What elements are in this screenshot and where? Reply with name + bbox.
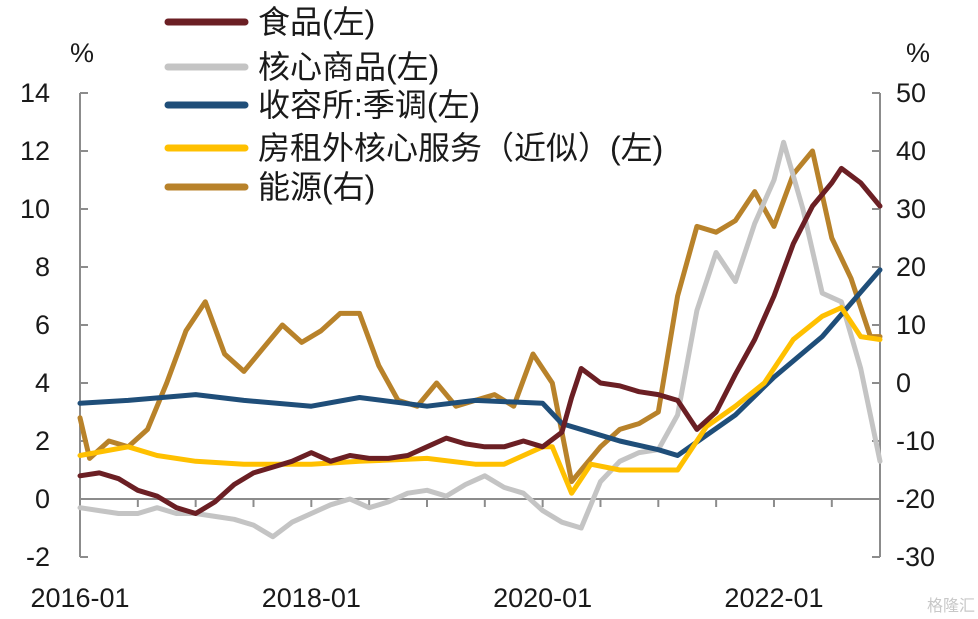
y-right-tick-label: 0 <box>896 368 911 398</box>
y-right-tick-label: 20 <box>896 252 926 282</box>
x-tick-label: 2016-01 <box>30 583 129 613</box>
legend-label-1: 核心商品(左) <box>258 49 439 85</box>
series-layer <box>77 139 883 540</box>
legend: 食品(左) 核心商品(左)收容所:季调(左) 房租外核心服务（近似）(左)能源(右) <box>164 4 663 205</box>
series-line-3 <box>77 305 883 496</box>
x-tick-label: 2018-01 <box>262 583 361 613</box>
x-tick-label: 2020-01 <box>493 583 592 613</box>
y-left-tick-label: 0 <box>35 484 50 514</box>
legend-label-3: 房租外核心服务（近似）(左) <box>258 130 663 166</box>
y-right-tick-label: -20 <box>896 484 935 514</box>
y-left-tick-label: 6 <box>35 310 50 340</box>
watermark: 格隆汇 <box>927 597 975 615</box>
watermark-text: 格隆汇 <box>927 597 975 615</box>
y-left-unit: % <box>70 38 94 68</box>
y-left-tick-label: 2 <box>35 426 50 456</box>
y-left-tick-label: 10 <box>20 194 50 224</box>
y-right-tick-label: 30 <box>896 194 926 224</box>
series-line-1 <box>77 139 883 540</box>
y-left-tick-label: 12 <box>20 136 50 166</box>
y-right-tick-label: 50 <box>896 78 926 108</box>
x-tick-label: 2022-01 <box>724 583 823 613</box>
series-line-2 <box>77 267 883 458</box>
y-right-unit: % <box>906 38 930 68</box>
y-left-tick-label: 4 <box>35 368 50 398</box>
y-left-tick-label: -2 <box>26 542 50 572</box>
y-right-tick-label: -10 <box>896 426 935 456</box>
y-right-tick-label: 10 <box>896 310 926 340</box>
series-line-4 <box>77 148 883 485</box>
y-right-tick-label: 40 <box>896 136 926 166</box>
y-left-tick-label: 14 <box>20 78 50 108</box>
legend-label-4: 能源(右) <box>258 169 375 205</box>
legend-label-0: 食品(左) <box>258 4 375 40</box>
legend-label-2: 收容所:季调(左) <box>258 87 480 123</box>
y-right-tick-label: -30 <box>896 542 935 572</box>
series-line-0 <box>77 165 883 516</box>
y-left-tick-label: 8 <box>35 252 50 282</box>
